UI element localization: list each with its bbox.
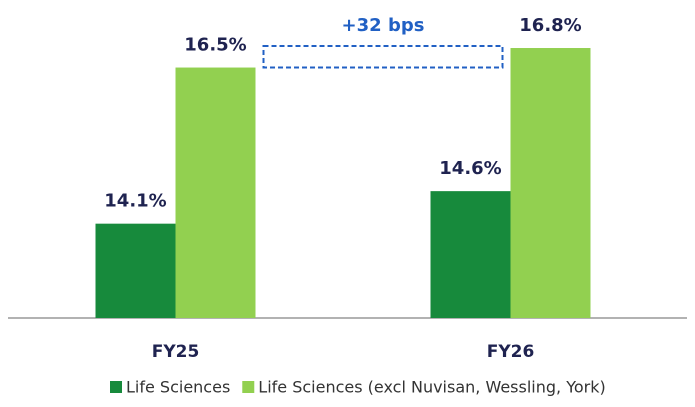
bar xyxy=(430,191,511,318)
x-tick-label: FY25 xyxy=(152,342,200,362)
legend-label: Life Sciences xyxy=(126,378,230,397)
bar xyxy=(510,48,591,319)
legend-swatch xyxy=(110,381,122,393)
x-tick-label: FY26 xyxy=(487,342,535,362)
legend-swatch xyxy=(242,381,255,393)
bar xyxy=(175,67,256,319)
data-label: 14.6% xyxy=(439,158,501,179)
annotation-box xyxy=(262,45,504,69)
bar xyxy=(95,223,176,318)
annotation: +32 bps xyxy=(342,15,425,36)
data-label: 16.8% xyxy=(519,15,581,36)
legend-label: Life Sciences (excl Nuvisan, Wessling, Y… xyxy=(258,378,605,397)
data-label: 14.1% xyxy=(104,191,166,212)
data-label: 16.5% xyxy=(184,35,246,56)
